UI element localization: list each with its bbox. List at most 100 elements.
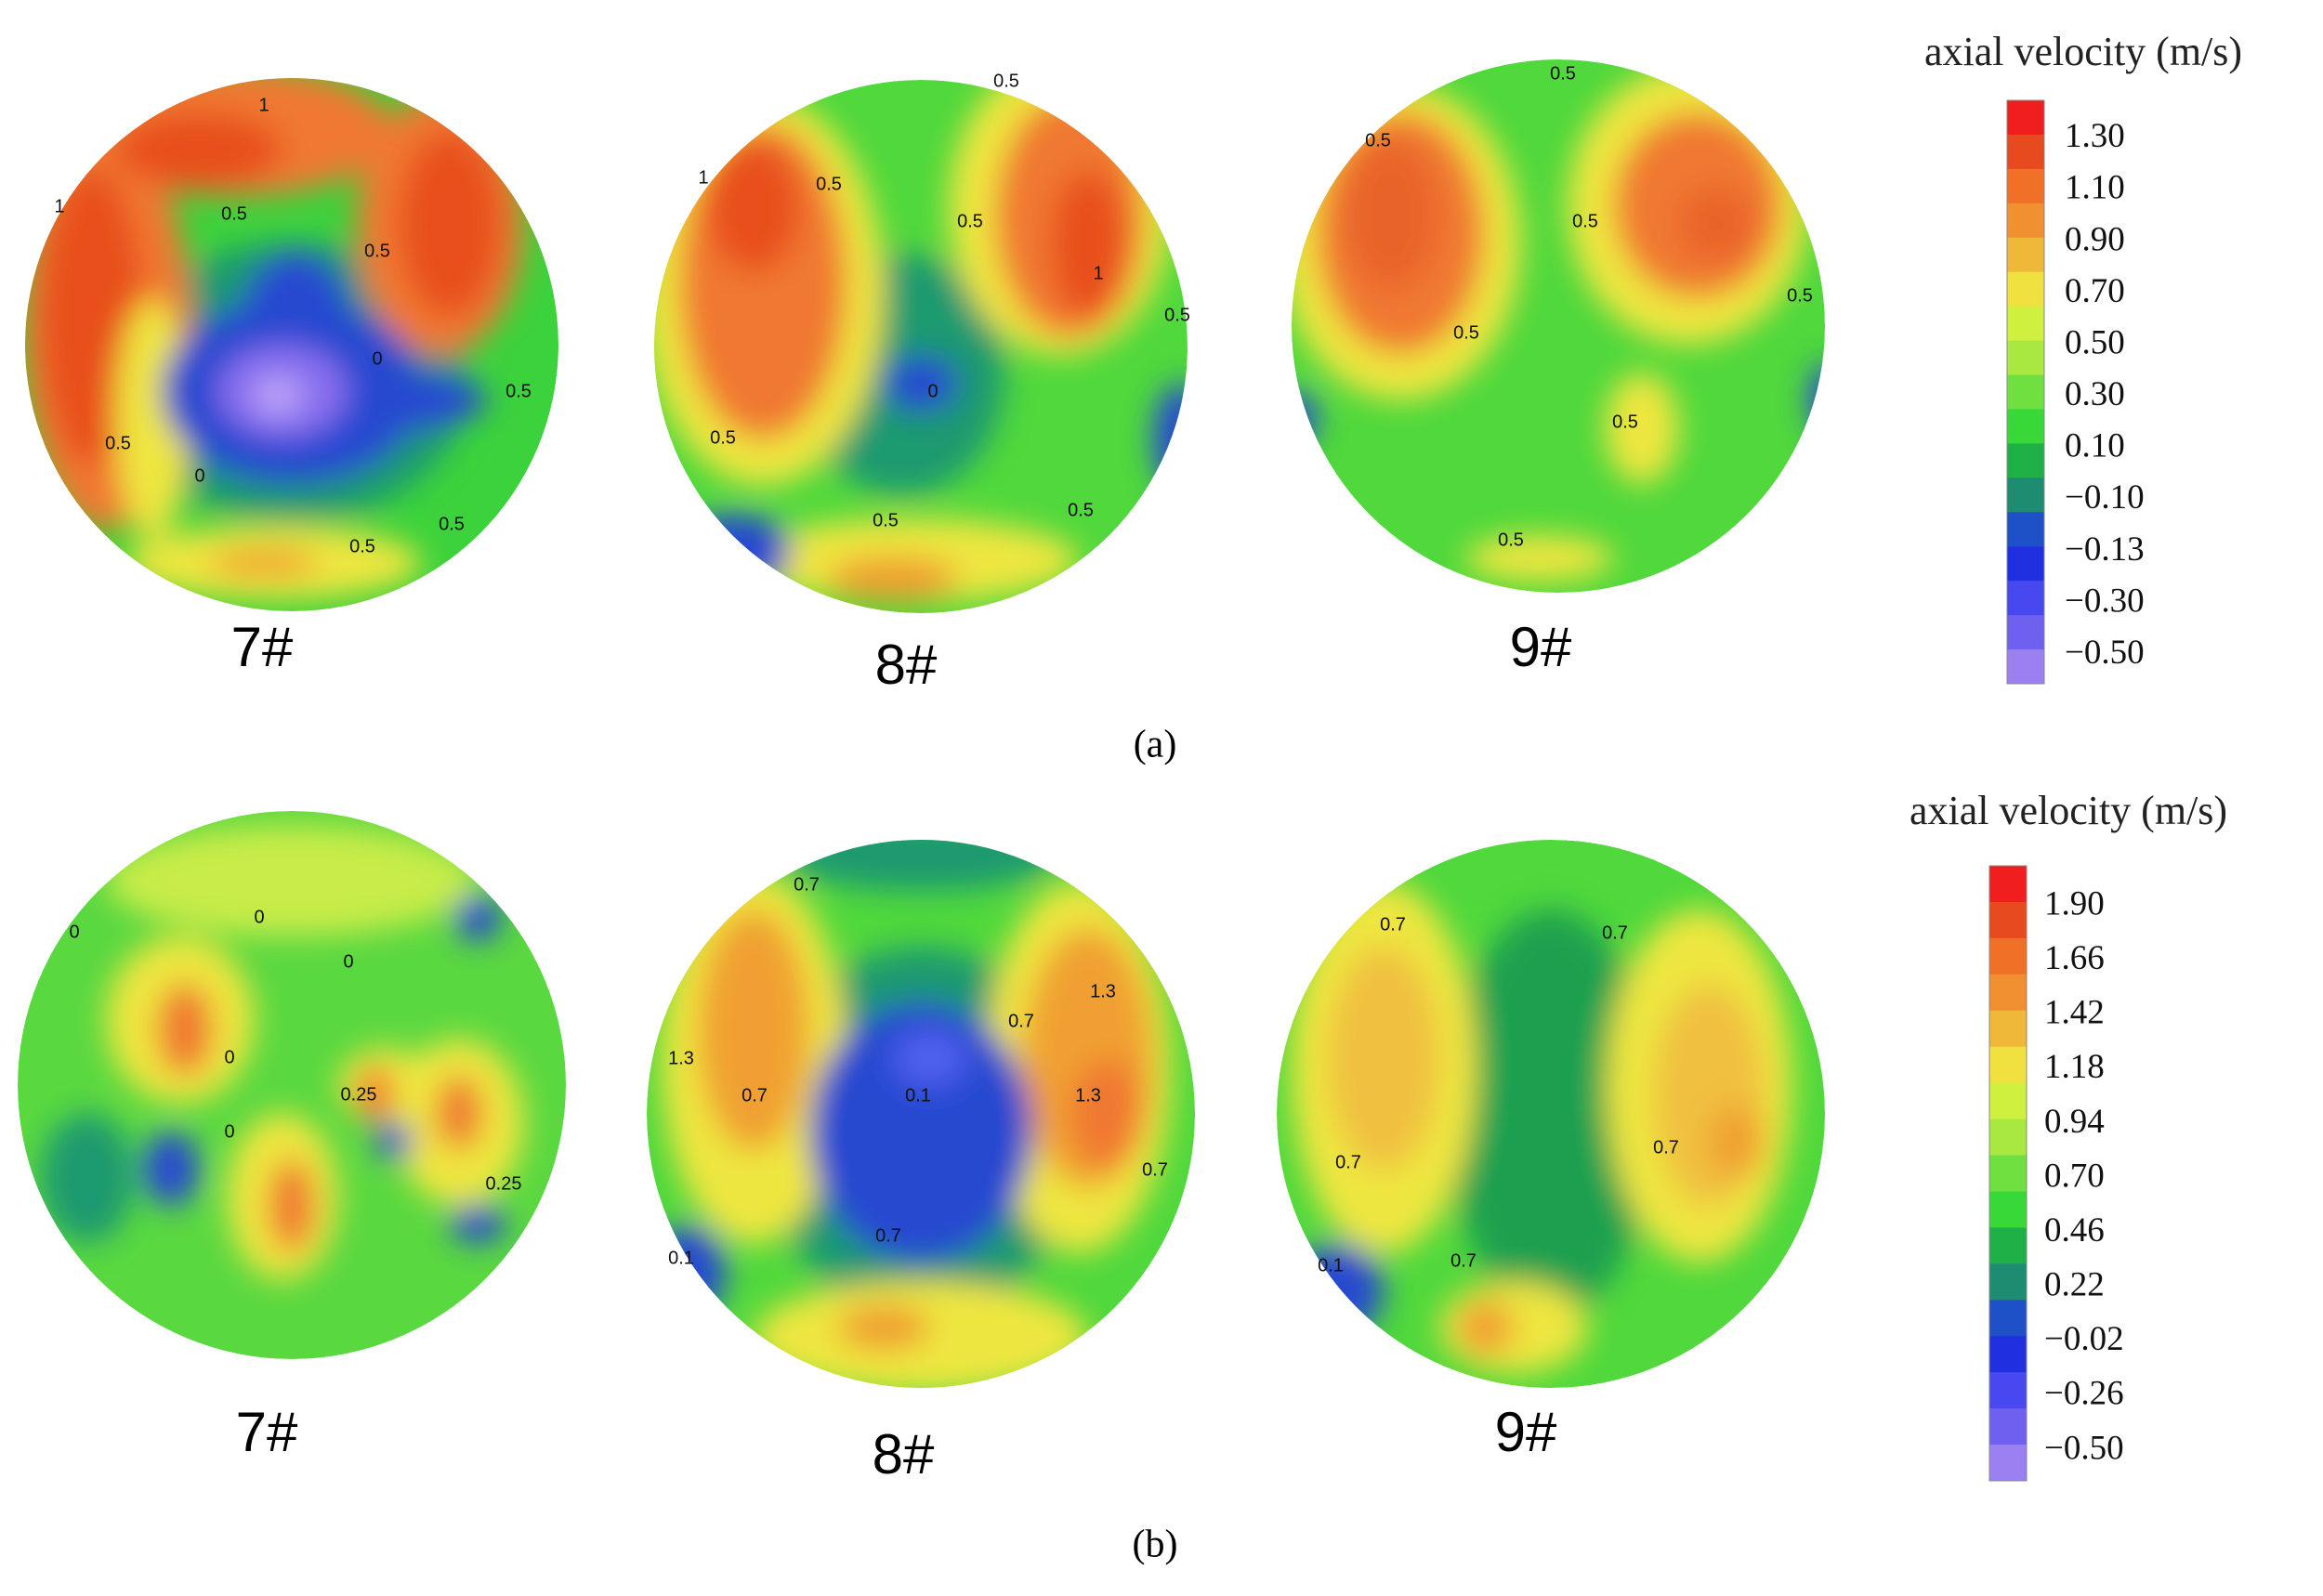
field-region	[375, 1122, 413, 1159]
field-blobs	[1291, 882, 1792, 1374]
contour-label: 0.5	[1787, 285, 1813, 306]
contour-label: 0.5	[1612, 412, 1638, 432]
field-blobs	[25, 78, 524, 600]
contour-label: 0.5	[710, 427, 736, 448]
colorbar-title: axial velocity (m/s)	[1910, 788, 2227, 833]
contour-label: 0	[927, 381, 938, 401]
contour-label: 0.5	[221, 203, 247, 224]
colorbar-band	[2007, 306, 2044, 342]
contour-label: 0.5	[1068, 500, 1094, 520]
contour-label: 0.7	[1380, 914, 1406, 935]
colorbar-band	[1989, 1155, 2027, 1192]
contour-label: 0.5	[816, 174, 842, 194]
field-region	[157, 983, 213, 1076]
contour-label: 0.5	[349, 536, 375, 556]
colorbar-tick-label: 1.18	[2044, 1048, 2105, 1086]
colorbar-band	[2007, 615, 2044, 650]
field-region	[1449, 909, 1653, 1318]
colorbar-tick-label: −0.50	[2044, 1429, 2124, 1467]
contour-label: 0.1	[905, 1085, 931, 1105]
colorbar-band	[1989, 866, 2027, 903]
plot-label: 8#	[875, 634, 938, 696]
plot-label: 8#	[873, 1423, 935, 1485]
contour-label: 0.7	[1602, 922, 1628, 943]
colorbar-band	[2007, 374, 2044, 410]
field-region	[781, 840, 1060, 891]
panel-label: (a)	[1134, 724, 1177, 766]
field-region	[1458, 1300, 1514, 1355]
colorbar-band	[2007, 271, 2044, 307]
panel-label: (b)	[1133, 1524, 1178, 1566]
contour-label: 0.7	[1653, 1137, 1679, 1158]
colorbar-band	[1989, 937, 2027, 975]
colorbar-band	[1989, 1372, 2027, 1409]
contour-label: 0.7	[875, 1225, 901, 1246]
colorbar-band	[1989, 1336, 2027, 1373]
contour-label: 0.7	[1142, 1159, 1168, 1180]
field-region	[884, 356, 958, 412]
colorbar-band	[1989, 1119, 2027, 1157]
colorbar-tick-label: −0.26	[2044, 1375, 2124, 1413]
contour-label: 0	[254, 907, 264, 927]
contour-label: 0.5	[105, 433, 131, 453]
field-region	[115, 112, 282, 187]
field-region	[269, 1159, 315, 1252]
colorbar-band	[2007, 546, 2044, 582]
colorbar-tick-label: −0.50	[2065, 634, 2145, 672]
field-region	[357, 1066, 394, 1122]
colorbar-band	[2007, 237, 2044, 273]
contour-label: 0.5	[873, 510, 899, 530]
colorbar-band	[2007, 477, 2044, 513]
field-region	[41, 1113, 134, 1243]
plot-label: 9#	[1510, 616, 1572, 678]
colorbar-tick-label: 1.90	[2044, 884, 2105, 922]
colorbar-tick-label: 0.46	[2044, 1211, 2105, 1249]
contour-label: 0.5	[1164, 305, 1190, 325]
field-region	[1465, 535, 1614, 582]
contour-plot: 0.7 0.7 0.7 0.7 0.7 0.1	[1277, 840, 1825, 1388]
field-region	[1605, 373, 1679, 484]
contour-label: 0.5	[1572, 211, 1598, 231]
contour-plot: 0 0 0 0 0.25 0 0.25	[18, 811, 566, 1359]
field-region	[106, 825, 478, 936]
field-region	[837, 1304, 930, 1351]
colorbar-band	[1989, 1300, 2027, 1337]
field-region	[255, 377, 301, 414]
contour-label: 1.3	[668, 1048, 694, 1068]
field-region	[707, 142, 800, 272]
field-region	[1679, 187, 1753, 261]
contour-field	[18, 811, 566, 1359]
colorbar-band	[2007, 203, 2044, 239]
contour-label: 0.5	[957, 211, 983, 231]
contour-label: 0.5	[993, 71, 1019, 91]
colorbar-tick-label: 0.70	[2065, 272, 2125, 310]
contour-label: 0	[343, 951, 353, 972]
plot-label: 7#	[231, 616, 294, 678]
colorbar-band	[1989, 974, 2027, 1012]
field-region	[828, 556, 958, 602]
contour-plot: 0.5 0.5 0.5 0.5 0.5 0.5 0.5	[1292, 59, 1825, 593]
contour-label: 0	[69, 922, 79, 942]
colorbar-band	[2007, 340, 2044, 376]
field-region	[1292, 391, 1317, 447]
plot-label: 7#	[236, 1401, 298, 1463]
field-blobs	[651, 840, 1172, 1388]
contour-label: 0	[224, 1047, 234, 1067]
colorbar-tick-label: 0.94	[2044, 1103, 2105, 1141]
contour-label: 1.3	[1075, 1085, 1101, 1105]
contour-label: 0.5	[439, 514, 465, 534]
colorbar-tick-label: 0.90	[2065, 220, 2125, 258]
colorbar-tick-label: 0.30	[2065, 375, 2125, 413]
colorbar-band	[1989, 901, 2027, 939]
field-region	[143, 1132, 199, 1206]
colorbar-frame	[2006, 99, 2045, 685]
contour-label: 0.7	[1335, 1152, 1361, 1172]
contour-plot: 0.5 1 0.5 0.5 1 0.5 0 0.5 0.5 0.5	[654, 71, 1190, 613]
field-region	[1809, 363, 1825, 438]
contour-field	[25, 78, 558, 611]
contour-label: 0.25	[486, 1173, 522, 1194]
colorbar-band	[1989, 1445, 2027, 1482]
colorbar-band	[1989, 1010, 2027, 1048]
colorbar-band	[1989, 1408, 2027, 1446]
